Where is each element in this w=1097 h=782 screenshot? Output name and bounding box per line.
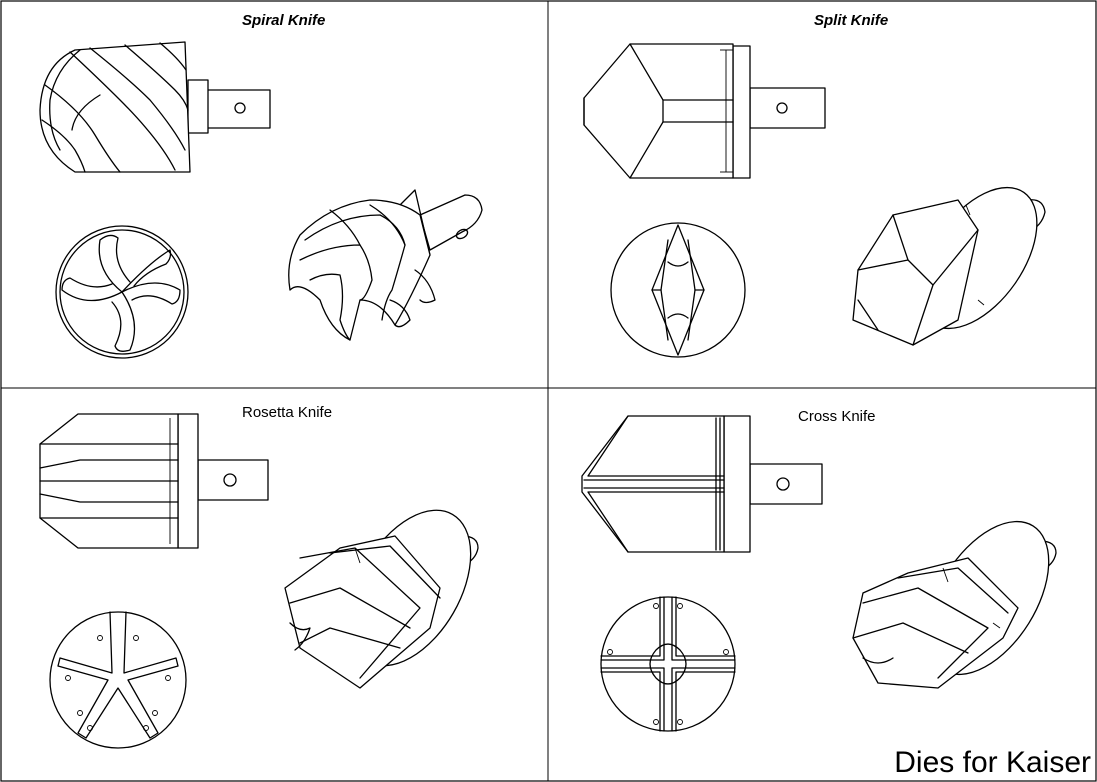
split-knife-side-view: [583, 43, 826, 179]
cross-knife-title: Cross Knife: [798, 408, 876, 425]
cross-knife-side-view: [581, 415, 823, 553]
spiral-knife-iso-view: [288, 189, 483, 341]
panel-cross-knife: Cross Knife: [548, 388, 1097, 782]
panel-split-knife: Split Knife: [548, 0, 1097, 388]
rosetta-knife-title: Rosetta Knife: [242, 404, 333, 421]
split-knife-end-view: [610, 222, 746, 358]
split-knife-iso-view: [852, 186, 1046, 346]
cross-knife-end-view: [600, 596, 736, 732]
sheet-caption: Dies for Kaiser: [894, 746, 1091, 779]
spiral-knife-side-view: [39, 41, 271, 173]
rosetta-knife-end-view: [49, 611, 187, 749]
panel-rosetta-knife: Rosetta Knife: [0, 388, 548, 782]
rosetta-knife-iso-view: [284, 509, 479, 689]
rosetta-knife-side-view: [39, 413, 269, 549]
cross-knife-iso-view: [852, 520, 1057, 689]
panel-spiral-knife: Spiral Knife: [0, 0, 548, 388]
split-knife-title: Split Knife: [814, 12, 889, 29]
spiral-knife-end-view: [55, 225, 189, 359]
spiral-knife-title: Spiral Knife: [242, 12, 326, 29]
